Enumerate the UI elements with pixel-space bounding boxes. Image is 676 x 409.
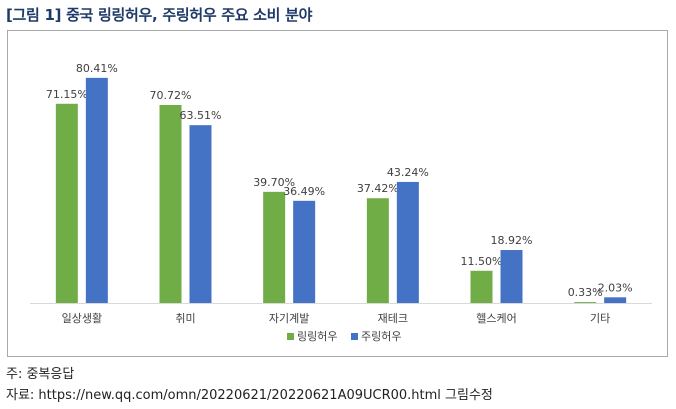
data-label: 37.42% xyxy=(357,182,399,195)
bar-series2 xyxy=(85,77,108,303)
legend-label: 링링허우 xyxy=(297,330,337,343)
bar-series1 xyxy=(366,198,389,303)
bar-series1 xyxy=(159,104,182,303)
bar-series2 xyxy=(604,297,627,303)
bar-series1 xyxy=(470,270,493,303)
figure-title: [그림 1] 중국 링링허우, 주링허우 주요 소비 분야 xyxy=(6,6,313,24)
data-label: 2.03% xyxy=(598,281,633,294)
source-note: 자료: https://new.qq.com/omn/20220621/2022… xyxy=(6,388,493,403)
data-label: 39.70% xyxy=(253,176,295,189)
data-label: 18.92% xyxy=(491,234,533,247)
legend-label: 주링허우 xyxy=(361,330,401,343)
data-label: 80.41% xyxy=(76,62,118,75)
data-label: 36.49% xyxy=(283,185,325,198)
bar-series1 xyxy=(55,103,78,303)
legend-swatch-1 xyxy=(287,333,294,340)
bar-series1 xyxy=(263,191,286,303)
data-label: 71.15% xyxy=(46,88,88,101)
bar-series2 xyxy=(189,125,212,303)
bar-series1 xyxy=(574,302,597,303)
data-label: 43.24% xyxy=(387,166,429,179)
chart-area: 71.15% 80.41% 일상생활 70.72% 63.51% 취미 39.70% 36.4… xyxy=(7,30,668,357)
x-tick-label: 일상생활 xyxy=(62,311,102,325)
legend-swatch-2 xyxy=(351,333,358,340)
x-tick-label: 자기계발 xyxy=(269,312,309,325)
bar-series2 xyxy=(293,200,316,303)
data-label: 0.33% xyxy=(568,286,603,299)
bar-series2 xyxy=(500,250,523,303)
bar-chart: 71.15% 80.41% 일상생활 70.72% 63.51% 취미 39.70%36.4… xyxy=(30,62,652,343)
x-tick-label: 재테크 xyxy=(378,312,408,325)
data-label: 11.50% xyxy=(461,255,503,268)
data-label: 70.72% xyxy=(150,89,192,102)
x-tick-label: 취미 xyxy=(175,312,195,325)
x-tick-label: 헬스케어 xyxy=(476,312,516,325)
x-tick-label: 기타 xyxy=(590,312,610,325)
footnote: 주: 중복응답 xyxy=(6,367,75,382)
data-label: 63.51% xyxy=(180,109,222,122)
bar-series2 xyxy=(396,181,419,303)
